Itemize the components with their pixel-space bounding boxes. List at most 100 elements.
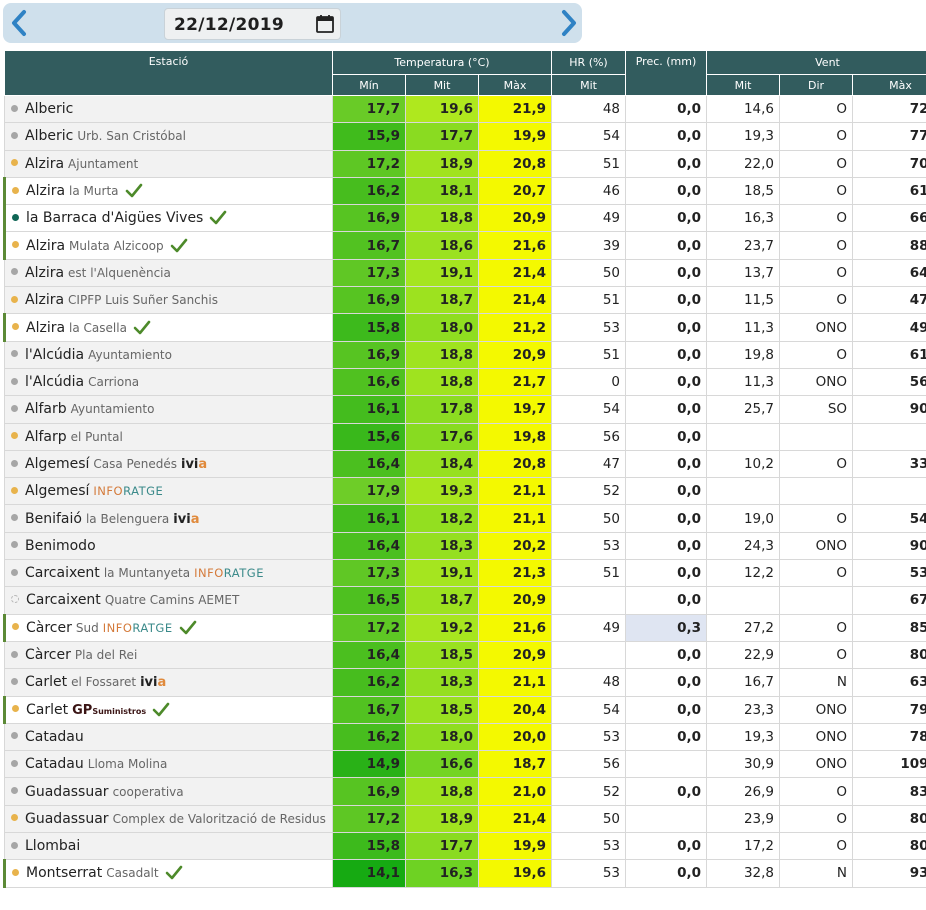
station-cell[interactable]: Montserrat Casadalt [3, 859, 333, 888]
station-name[interactable]: Alzira [26, 237, 66, 254]
station-name[interactable]: Alzira [25, 155, 65, 172]
station-cell[interactable]: Guadassuar cooperativa [4, 777, 333, 806]
station-cell[interactable]: l'Alcúdia Ayuntamiento [4, 340, 333, 369]
header-hr[interactable]: HR (%) [551, 50, 627, 75]
header-prec[interactable]: Prec. (mm) [625, 50, 708, 96]
station-cell[interactable]: Alzira est l'Alquenència [4, 258, 333, 288]
table-row[interactable]: Alzira CIPFP Luis Suñer Sanchis 16,9 18,7 21… [4, 286, 926, 315]
table-row[interactable]: Alfarb Ayuntamiento 16,1 17,8 19,7 54 0,0 25,7 S… [4, 395, 926, 424]
table-row[interactable]: Algemesí INFORATGE 17,9 19,3 21,1 52 0,0 [4, 477, 926, 506]
station-name[interactable]: l'Alcúdia [25, 374, 85, 391]
station-name[interactable]: Algemesí [25, 483, 90, 500]
station-name[interactable]: Càrcer [26, 619, 72, 636]
table-row[interactable]: Montserrat Casadalt 14,1 16,3 19,6 53 0,0 32,8 N… [3, 859, 926, 888]
station-name[interactable]: Alzira [26, 319, 66, 336]
next-day-button[interactable] [553, 6, 583, 40]
station-name[interactable]: Carlet [25, 674, 68, 691]
station-cell[interactable]: Càrcer Sud INFORATGE [3, 613, 333, 642]
header-station[interactable]: Estació [4, 50, 333, 96]
header-temperature[interactable]: Temperatura (°C) [331, 50, 553, 75]
station-cell[interactable]: Alberic [4, 94, 333, 124]
table-row[interactable]: l'Alcúdia Ayuntamiento 16,9 18,8 20,9 51 0,0 19… [4, 340, 926, 369]
station-name[interactable]: Benimodo [25, 537, 96, 554]
station-name[interactable]: Guadassuar [25, 783, 109, 800]
station-name[interactable]: Carlet [26, 701, 69, 718]
table-row[interactable]: Alzira la Casella 15,8 18,0 21,2 53 0,0 11,3 ONO… [3, 313, 926, 342]
header-hr-mit[interactable]: Mit [551, 74, 627, 96]
station-cell[interactable]: Benifaió la Belenguera ivia [4, 504, 333, 533]
header-temp-min[interactable]: Mín [332, 74, 406, 96]
table-row[interactable]: Benifaió la Belenguera ivia 16,1 18,2 21,1 50 0… [4, 504, 926, 533]
station-name[interactable]: Catadau [25, 756, 84, 773]
table-row[interactable]: Alzira est l'Alquenència 17,3 19,1 21,4 50 0,0… [4, 258, 926, 288]
station-cell[interactable]: la Barraca d'Aigües Vives [3, 204, 333, 233]
station-name[interactable]: Alzira [26, 183, 66, 200]
station-name[interactable]: Benifaió [25, 510, 82, 527]
station-cell[interactable]: Catadau Lloma Molina [4, 750, 333, 779]
station-cell[interactable]: Alzira la Casella [3, 313, 333, 342]
header-wind-mit[interactable]: Mit [706, 74, 781, 96]
header-wind[interactable]: Vent [706, 50, 926, 75]
station-cell[interactable]: Alzira Ajuntament [4, 149, 333, 178]
table-row[interactable]: Catadau Lloma Molina 14,9 16,6 18,7 56 30,9 ONO… [4, 750, 926, 779]
table-row[interactable]: Carcaixent Quatre Camins AEMET 16,5 18,7 20,… [4, 586, 926, 615]
station-cell[interactable]: Carcaixent Quatre Camins AEMET [4, 586, 333, 615]
station-cell[interactable]: Guadassuar Complex de Valorització de Res… [4, 804, 333, 834]
table-row[interactable]: Carlet el Fossaret ivia 16,2 18,3 21,1 48 0,0 16… [4, 668, 926, 697]
station-cell[interactable]: Alberic Urb. San Cristóbal [4, 122, 333, 151]
station-name[interactable]: Càrcer [25, 647, 71, 664]
header-wind-max[interactable]: Màx [852, 74, 926, 96]
station-cell[interactable]: Llombai [4, 832, 333, 861]
station-cell[interactable]: Alfarb Ayuntamiento [4, 395, 333, 424]
station-cell[interactable]: Carlet GPSuministros [3, 695, 333, 724]
station-name[interactable]: Alfarp [25, 428, 67, 445]
station-name[interactable]: Alzira [25, 264, 65, 281]
header-temp-mit[interactable]: Mit [405, 74, 479, 96]
station-cell[interactable]: Alzira CIPFP Luis Suñer Sanchis [4, 286, 333, 315]
table-row[interactable]: Càrcer Sud INFORATGE 17,2 19,2 21,6 49 0,3 27,2 O… [3, 613, 926, 642]
table-row[interactable]: l'Alcúdia Carriona 16,6 18,8 21,7 0 0,0 11,3 ONO… [4, 367, 926, 397]
table-row[interactable]: Carlet GPSuministros 16,7 18,5 20,4 54 0,0 23,3… [3, 695, 926, 724]
station-name[interactable]: Carcaixent [25, 565, 100, 582]
station-cell[interactable]: Algemesí INFORATGE [4, 477, 333, 506]
station-name[interactable]: l'Alcúdia [25, 346, 85, 363]
station-name[interactable]: Alberic [25, 101, 74, 118]
calendar-icon[interactable] [315, 14, 335, 34]
station-name[interactable]: Catadau [25, 728, 84, 745]
station-name[interactable]: Alfarb [25, 401, 67, 418]
station-name[interactable]: Llombai [25, 838, 81, 855]
table-row[interactable]: Guadassuar Complex de Valorització de Res… [4, 804, 926, 834]
station-name[interactable]: Montserrat [26, 865, 103, 882]
station-cell[interactable]: Alzira la Murta [3, 176, 333, 206]
station-cell[interactable]: Algemesí Casa Penedés ivia [4, 449, 333, 479]
table-row[interactable]: Carcaixent la Muntanyeta INFORATGE 17,3 19,1… [4, 559, 926, 588]
station-name[interactable]: Guadassuar [25, 810, 109, 827]
station-name[interactable]: Carcaixent [26, 592, 101, 609]
table-row[interactable]: AlziraAjuntament17,218,920,8510,022,0O70… [4, 149, 926, 178]
station-cell[interactable]: l'Alcúdia Carriona [4, 367, 333, 397]
header-wind-dir[interactable]: Dir [779, 74, 854, 96]
station-name[interactable]: Alberic [25, 128, 74, 145]
station-cell[interactable]: Carcaixent la Muntanyeta INFORATGE [4, 559, 333, 588]
table-row[interactable]: Alzira Mulata Alzicoop 16,7 18,6 21,6 39 0,0 23… [3, 231, 926, 260]
station-name[interactable]: Algemesí [25, 456, 90, 472]
table-row[interactable]: la Barraca d'Aigües Vives 16,9 18,8 20,9 49 0… [3, 204, 926, 233]
station-cell[interactable]: Carlet el Fossaret ivia [4, 668, 333, 697]
previous-day-button[interactable] [5, 6, 35, 40]
table-row[interactable]: Alberic Urb. San Cristóbal 15,9 17,7 19,9 54 0… [4, 122, 926, 151]
station-cell[interactable]: Càrcer Pla del Rei [4, 640, 333, 670]
station-cell[interactable]: Benimodo [4, 531, 333, 561]
station-name[interactable]: la Barraca d'Aigües Vives [26, 210, 204, 227]
table-row[interactable]: Algemesí Casa Penedés ivia 16,4 18,4 20,8 47 0,… [4, 449, 926, 479]
station-cell[interactable]: Alfarp el Puntal [4, 422, 333, 451]
station-cell[interactable]: Alzira Mulata Alzicoop [3, 231, 333, 260]
table-row[interactable]: Alfarp el Puntal 15,6 17,6 19,8 56 0,0 [4, 422, 926, 451]
station-name[interactable]: Alzira [25, 292, 65, 309]
station-cell[interactable]: Catadau [4, 722, 333, 752]
